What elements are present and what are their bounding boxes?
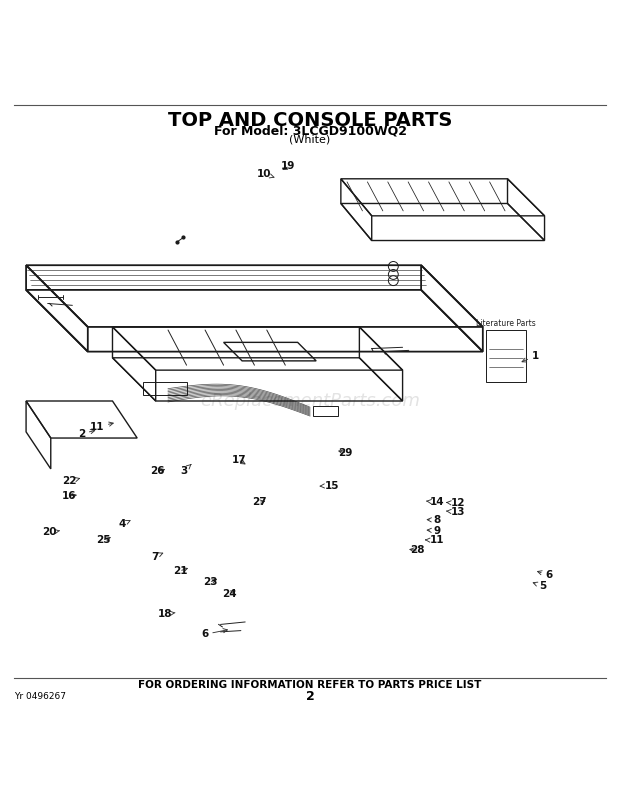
Text: 26: 26 [150, 467, 165, 476]
Text: 18: 18 [157, 609, 175, 619]
Text: Yr 0496267: Yr 0496267 [14, 691, 66, 700]
Text: 2: 2 [78, 429, 95, 439]
Text: TOP AND CONSOLE PARTS: TOP AND CONSOLE PARTS [168, 111, 452, 130]
Text: 21: 21 [173, 565, 188, 576]
Text: 11: 11 [90, 422, 113, 432]
Text: 29: 29 [339, 448, 353, 458]
Text: 9: 9 [427, 525, 441, 536]
Text: 3: 3 [180, 464, 191, 476]
Text: 23: 23 [203, 577, 217, 587]
Text: Literature Parts: Literature Parts [476, 319, 536, 328]
Text: 6: 6 [202, 629, 228, 639]
Text: For Model: 3LCGD9100WQ2: For Model: 3LCGD9100WQ2 [213, 124, 407, 137]
Text: 27: 27 [252, 497, 267, 507]
Text: 25: 25 [96, 535, 110, 545]
Text: 2: 2 [306, 690, 314, 703]
Text: 22: 22 [62, 476, 79, 486]
Text: 14: 14 [427, 497, 445, 507]
Text: 10: 10 [257, 169, 274, 179]
Text: 8: 8 [427, 515, 441, 525]
Text: FOR ORDERING INFORMATION REFER TO PARTS PRICE LIST: FOR ORDERING INFORMATION REFER TO PARTS … [138, 680, 482, 690]
Text: 5: 5 [533, 581, 546, 591]
Text: (White): (White) [290, 134, 330, 144]
Text: 20: 20 [42, 528, 60, 537]
Text: 12: 12 [446, 499, 466, 508]
Text: 17: 17 [232, 456, 246, 465]
Text: eReplacementParts.com: eReplacementParts.com [200, 392, 420, 410]
Text: 6: 6 [538, 570, 552, 580]
Text: 1: 1 [522, 351, 539, 362]
Bar [486, 330, 526, 383]
Text: 4: 4 [118, 520, 130, 529]
Text: 13: 13 [446, 507, 466, 517]
Text: 16: 16 [62, 491, 76, 501]
Text: 7: 7 [151, 552, 163, 561]
Text: 19: 19 [281, 161, 296, 172]
Text: 11: 11 [425, 536, 445, 545]
Text: 24: 24 [223, 589, 237, 598]
Text: 28: 28 [410, 545, 425, 555]
Text: 15: 15 [320, 480, 339, 491]
